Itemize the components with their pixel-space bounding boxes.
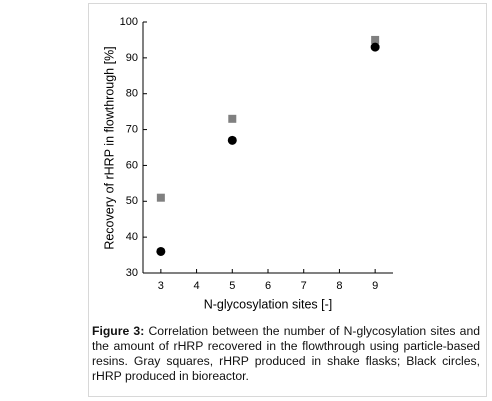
caption-text: Correlation between the number of N-glyc… [92,324,480,383]
circle-point [156,246,166,256]
square-point [228,114,237,123]
circle-point [370,42,380,52]
square-point [156,193,165,202]
y-tick-label: 50 [126,195,138,207]
x-tick-label: 6 [265,280,271,292]
caption: Figure 3: Correlation between the number… [92,324,480,384]
x-tick-label: 3 [158,280,164,292]
square-point [371,35,380,44]
x-tick-label: 8 [336,280,342,292]
caption-label: Figure 3: [92,324,145,338]
y-tick-label: 60 [126,159,138,171]
x-tick-label: 5 [229,280,235,292]
circle-point [227,135,237,145]
y-tick-label: 80 [126,88,138,100]
y-tick-label: 90 [126,52,138,64]
y-axis-title: Recovery of rHRP in flowthrough [%] [102,46,116,249]
x-tick-label: 4 [194,280,200,292]
figure-border [88,3,487,397]
y-tick-label: 30 [126,267,138,279]
y-tick-label: 100 [120,16,138,28]
x-axis-title: N-glycosylation sites [-] [204,297,333,311]
x-tick-label: 7 [301,280,307,292]
y-tick-label: 40 [126,231,138,243]
y-tick-label: 70 [126,123,138,135]
x-tick-label: 9 [372,280,378,292]
